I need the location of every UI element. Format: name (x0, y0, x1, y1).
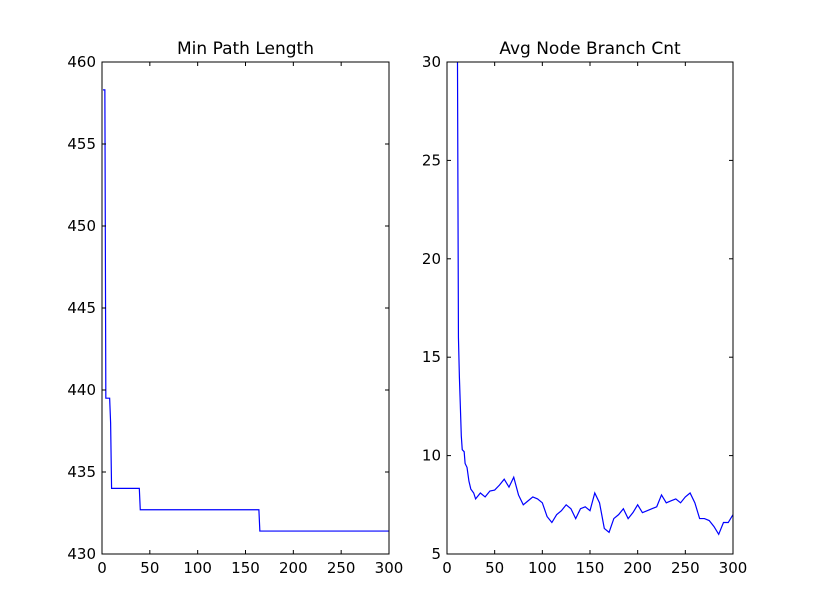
axes-frame (446, 61, 734, 555)
chart-title: Min Path Length (177, 39, 314, 59)
y-tick-label: 20 (422, 250, 441, 268)
y-tick-label: 15 (422, 348, 441, 366)
x-tick-label: 250 (327, 559, 356, 577)
x-tick-label: 150 (576, 559, 605, 577)
chart-title: Avg Node Branch Cnt (499, 39, 681, 59)
y-tick-label: 5 (431, 545, 441, 563)
y-tick-label: 460 (67, 53, 96, 71)
axes-frame (101, 61, 390, 555)
x-tick-label: 300 (375, 559, 404, 577)
x-tick-label: 200 (279, 559, 308, 577)
y-tick-label: 455 (67, 135, 96, 153)
y-tick-label: 440 (67, 381, 96, 399)
y-tick-label: 10 (422, 447, 441, 465)
y-tick-label: 435 (67, 463, 96, 481)
plot-area (456, 62, 733, 536)
x-tick-label: 0 (97, 559, 107, 577)
x-tick-label: 100 (183, 559, 212, 577)
data-line (456, 62, 733, 536)
y-tick-label: 25 (422, 151, 441, 169)
x-tick-label: 0 (442, 559, 452, 577)
y-tick-label: 450 (67, 217, 96, 235)
x-tick-label: 300 (719, 559, 748, 577)
x-tick-label: 200 (623, 559, 652, 577)
x-tick-label: 150 (231, 559, 260, 577)
x-tick-label: 250 (671, 559, 700, 577)
x-tick-label: 100 (528, 559, 557, 577)
plot-area (102, 89, 389, 532)
data-line (102, 89, 389, 532)
y-tick-label: 30 (422, 53, 441, 71)
x-tick-label: 50 (140, 559, 159, 577)
y-tick-label: 445 (67, 299, 96, 317)
x-tick-label: 50 (485, 559, 504, 577)
y-tick-label: 430 (67, 545, 96, 563)
